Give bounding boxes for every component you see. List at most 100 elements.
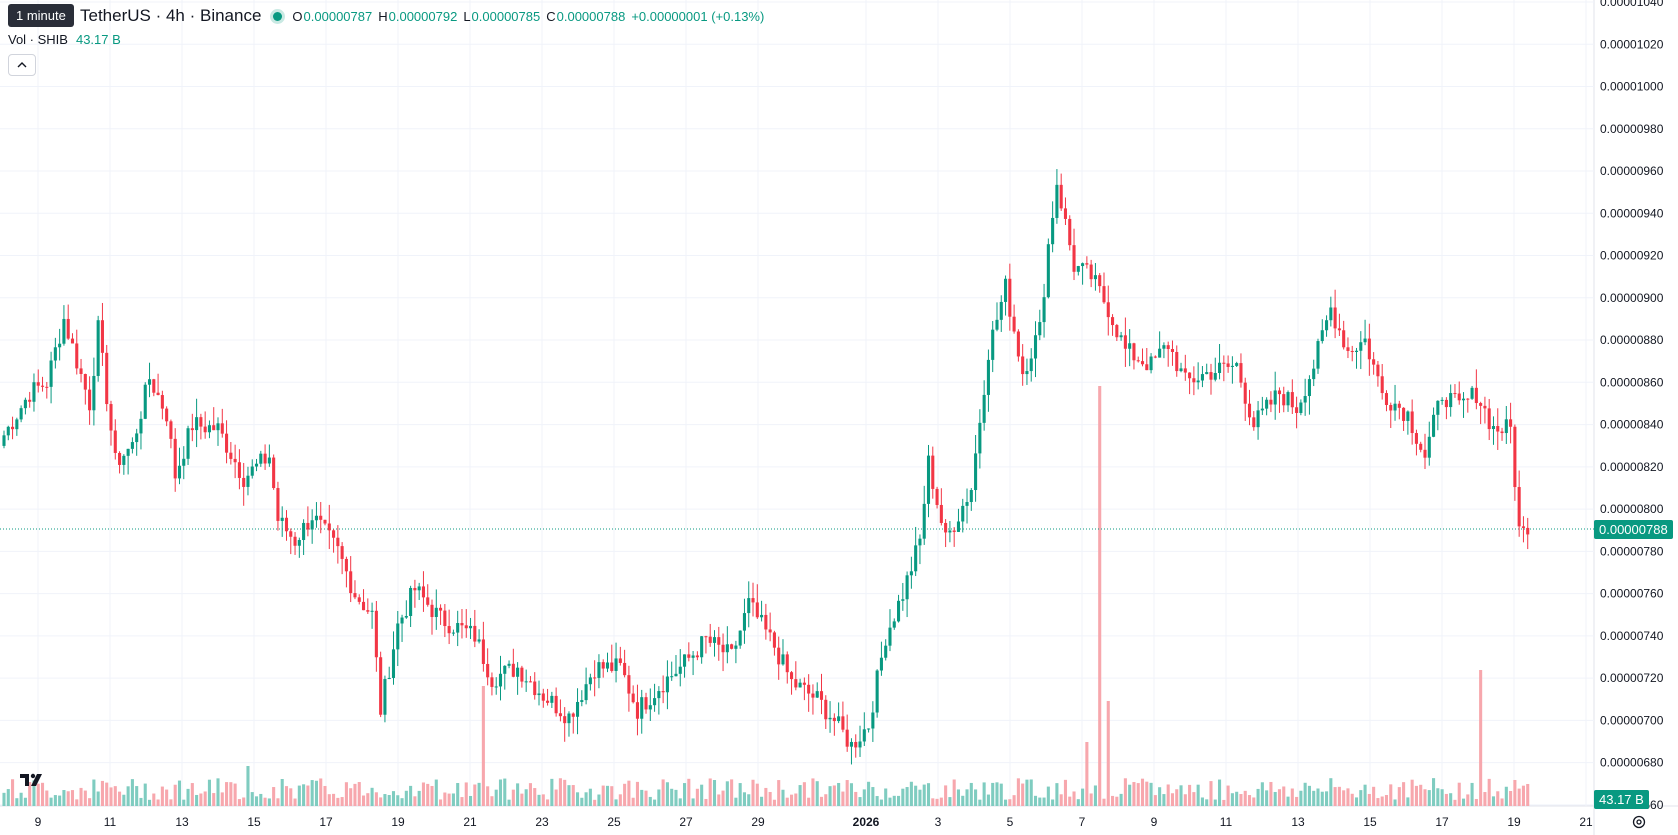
candle-body	[430, 604, 434, 618]
candle-body	[1513, 426, 1517, 488]
candle-body	[623, 662, 627, 676]
y-tick-label: 0.00000860	[1600, 375, 1664, 389]
volume-bar	[1487, 778, 1491, 806]
candle-body	[884, 645, 888, 658]
candle-body	[1235, 363, 1239, 366]
volume-bar	[139, 797, 143, 806]
candle-body	[1200, 374, 1204, 381]
volume-bar	[832, 785, 836, 806]
volume-bar	[1312, 790, 1316, 806]
symbol-title[interactable]: TetherUS · 4h · Binance	[80, 6, 262, 25]
y-tick-label: 0.00000720	[1600, 671, 1664, 685]
candle-body	[1479, 403, 1483, 406]
candle-body	[28, 399, 32, 402]
volume-bar	[404, 790, 408, 806]
volume-bar	[909, 781, 913, 806]
candle-body	[978, 422, 982, 454]
candle-body	[948, 530, 952, 533]
settings-gear-icon[interactable]	[1630, 813, 1648, 831]
volume-bar	[280, 779, 284, 806]
volume-bar	[1256, 788, 1260, 806]
candle-body	[593, 677, 597, 679]
candle-body	[1372, 359, 1376, 365]
candle-body	[614, 658, 618, 671]
volume-bar	[901, 788, 905, 806]
candle-body	[575, 701, 580, 717]
volume-bar	[468, 795, 473, 806]
volume-bar	[1123, 778, 1127, 806]
volume-bar	[353, 783, 357, 806]
y-tick-label: 0.00000680	[1600, 756, 1664, 770]
collapse-legend-button[interactable]	[8, 54, 36, 76]
volume-bar	[195, 794, 199, 806]
volume-bar	[563, 779, 567, 806]
volume-bar	[1384, 794, 1389, 806]
volume-bar	[439, 799, 443, 806]
candle-body	[1239, 363, 1243, 383]
volume-bar	[922, 784, 926, 806]
volume-bar	[434, 779, 438, 806]
volume-bar	[1196, 784, 1200, 806]
x-tick-label: 11	[1220, 815, 1233, 829]
volume-bar	[1132, 782, 1136, 806]
volume-bar	[177, 780, 182, 806]
candle-body	[909, 571, 913, 576]
volume-bar	[147, 799, 152, 806]
volume-bar	[537, 794, 541, 806]
chevron-up-icon	[17, 62, 27, 68]
volume-bar	[302, 784, 306, 806]
volume-bar	[1496, 791, 1500, 806]
volume-bar	[849, 783, 854, 806]
candle-body	[785, 654, 789, 673]
candle-body	[1277, 390, 1282, 395]
candle-body	[203, 426, 207, 433]
volume-bar	[742, 792, 747, 806]
tradingview-logo-icon[interactable]	[18, 770, 46, 790]
volume-bar	[1427, 790, 1431, 806]
candle-body	[507, 663, 511, 666]
candle-body	[96, 320, 100, 376]
candle-body	[1012, 316, 1016, 332]
candle-body	[862, 729, 866, 742]
volume-bar	[657, 789, 661, 806]
volume-bar	[32, 780, 36, 806]
candle-body	[567, 713, 571, 724]
candle-body	[1051, 217, 1055, 245]
candle-body	[323, 519, 327, 524]
volume-bar	[708, 778, 712, 806]
candle-body	[1226, 363, 1230, 367]
candle-body	[173, 438, 177, 479]
candle-body	[280, 517, 284, 521]
volume-bar	[610, 786, 614, 806]
candle-body	[357, 597, 361, 602]
candle-body	[875, 670, 879, 713]
volume-bar	[1320, 791, 1324, 806]
volume-bar	[494, 789, 498, 806]
time-axis: 9 11 13 15 17 19 21 23 25 27 29 2026 3 5 7 9 11 13 15 17 19 2…	[35, 815, 1593, 829]
candle-body	[653, 698, 657, 706]
candle-body	[708, 636, 712, 643]
volume-bar	[1209, 781, 1213, 806]
volume-bar	[387, 794, 391, 806]
volume-bar	[640, 789, 644, 806]
candle-body	[1342, 330, 1346, 348]
candle-body	[49, 360, 53, 387]
candle-body	[105, 352, 109, 405]
volume-bar	[237, 799, 241, 806]
volume-bar	[1517, 788, 1521, 806]
volume-bar	[794, 793, 798, 806]
volume-bar	[1106, 701, 1110, 806]
candle-body	[289, 531, 293, 537]
candle-body	[1406, 411, 1410, 421]
candle-body	[1423, 449, 1427, 458]
volume-bar	[391, 791, 396, 806]
symbol-legend: TetherUS · 4h · Binance O0.00000787 H0.0…	[8, 6, 770, 26]
candle-body	[961, 505, 965, 522]
volume-bar	[1397, 787, 1401, 806]
volume-bar	[1509, 790, 1513, 806]
candle-body	[1354, 350, 1359, 353]
volume-bar	[409, 785, 413, 806]
volume-bar	[1286, 796, 1290, 806]
candle-body	[712, 637, 717, 643]
